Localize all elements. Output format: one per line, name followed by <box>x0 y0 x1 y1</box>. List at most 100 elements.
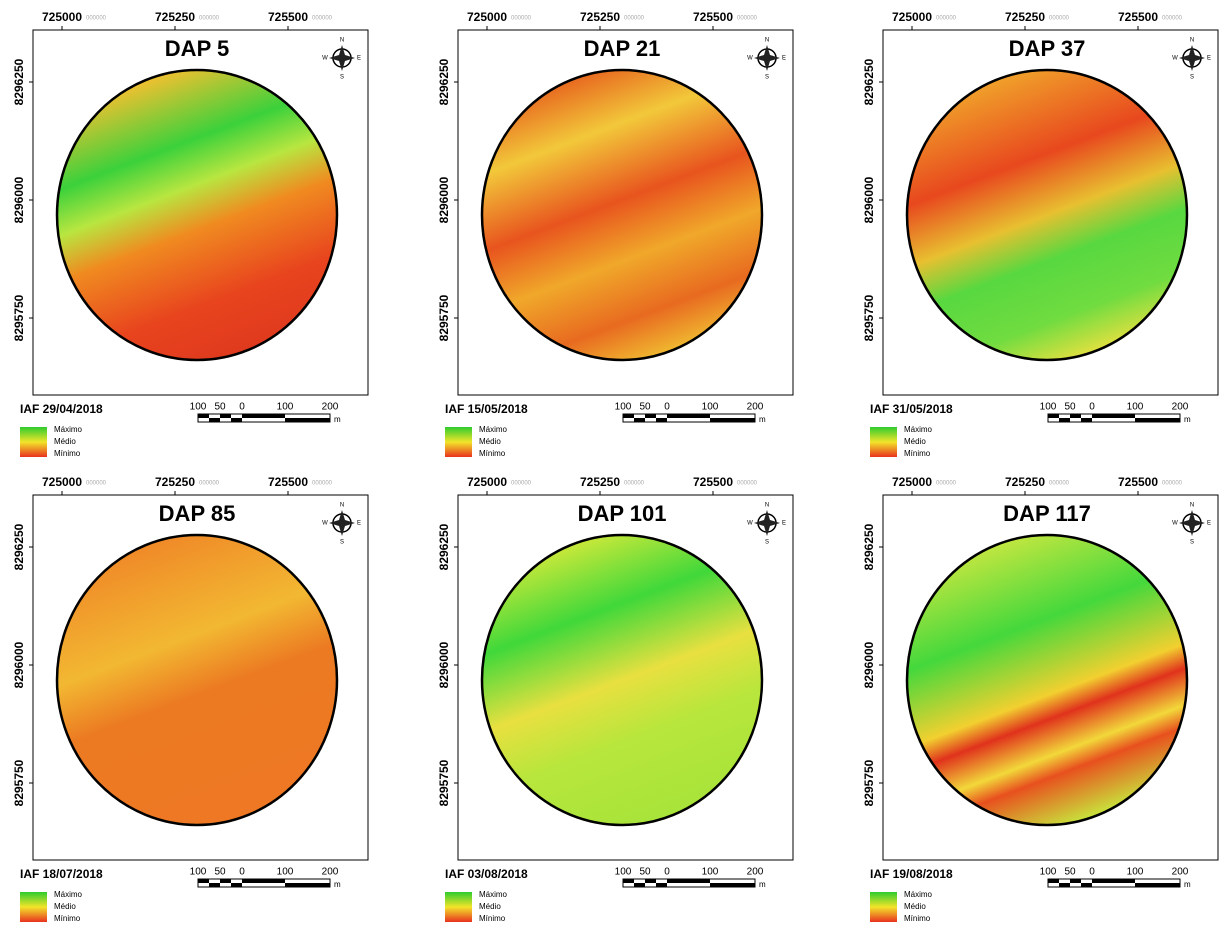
scale-unit: m <box>1184 880 1191 889</box>
north-arrow: N S E W <box>747 503 786 546</box>
scale-segment <box>220 414 231 418</box>
north-arrow: N S E W <box>322 38 361 81</box>
legend-label: Médio <box>904 437 926 446</box>
legend-label: Máximo <box>54 425 83 434</box>
map-date: IAF 29/04/2018 <box>20 402 103 416</box>
lai-map <box>905 533 1189 827</box>
scale-segment <box>1048 414 1059 418</box>
compass-letter: E <box>357 56 361 62</box>
scale-segment <box>645 414 656 418</box>
map-title: DAP 5 <box>165 36 229 61</box>
x-coordinate: 725500 <box>1118 10 1158 24</box>
scale-label: 50 <box>639 402 651 413</box>
scale-label: 50 <box>1064 402 1076 413</box>
y-coordinate: 8296250 <box>862 58 876 105</box>
legend-label: Médio <box>479 437 501 446</box>
scale-segment <box>1059 883 1070 887</box>
scale-segment <box>667 414 710 418</box>
scale-segment <box>242 414 285 418</box>
x-coordinate: 725250 <box>1005 475 1045 489</box>
compass-letter: E <box>782 56 786 62</box>
compass-letter: S <box>1190 75 1194 81</box>
legend-ramp <box>445 892 472 922</box>
scale-segment <box>242 879 285 883</box>
scale-segment <box>231 418 242 422</box>
map-title: DAP 101 <box>578 501 667 526</box>
x-coordinate-suffix: 000000 <box>1049 16 1070 22</box>
legend-ramp <box>20 892 47 922</box>
compass-letter: W <box>322 56 328 62</box>
y-coordinate: 8296250 <box>862 523 876 570</box>
legend-label: Médio <box>54 437 76 446</box>
scale-segment <box>1081 418 1092 422</box>
scale-label: 100 <box>615 867 632 878</box>
compass-letter: W <box>1172 521 1178 527</box>
scale-segment <box>710 418 755 422</box>
scale-segment <box>1070 879 1081 883</box>
scale-label: 0 <box>1089 867 1095 878</box>
scale-label: 200 <box>1172 867 1189 878</box>
compass-letter: E <box>782 521 786 527</box>
map-title: DAP 117 <box>1003 501 1091 526</box>
lai-map <box>480 533 764 827</box>
x-coordinate: 725000 <box>892 10 932 24</box>
legend-ramp <box>870 892 897 922</box>
y-coordinate: 8295750 <box>437 759 451 806</box>
scale-label: 100 <box>1040 402 1057 413</box>
x-coordinate: 725250 <box>155 10 195 24</box>
scale-label: 50 <box>1064 867 1076 878</box>
map-date: IAF 03/08/2018 <box>445 867 528 881</box>
scale-segment <box>1092 414 1135 418</box>
compass-star <box>1179 45 1205 71</box>
x-coordinate-suffix: 000000 <box>936 16 957 22</box>
scale-segment <box>1059 418 1070 422</box>
compass-letter: N <box>1190 38 1194 44</box>
scale-label: 0 <box>664 402 670 413</box>
lai-map <box>55 68 339 362</box>
scale-label: 100 <box>277 867 294 878</box>
scale-label: 100 <box>615 402 632 413</box>
legend-label: Mínimo <box>904 449 931 458</box>
legend-label: Máximo <box>54 890 83 899</box>
legend-ramp <box>20 427 47 457</box>
scale-label: 0 <box>239 867 245 878</box>
x-coordinate: 725000 <box>42 475 82 489</box>
scale-segment <box>1070 414 1081 418</box>
scale-label: 100 <box>277 402 294 413</box>
north-arrow: N S E W <box>1172 38 1211 81</box>
scale-unit: m <box>759 415 766 424</box>
scale-segment <box>1081 883 1092 887</box>
x-coordinate-suffix: 000000 <box>199 481 220 487</box>
scale-unit: m <box>334 880 341 889</box>
legend-label: Mínimo <box>479 449 506 458</box>
scale-segment <box>623 414 634 418</box>
y-coordinate: 8295750 <box>12 759 26 806</box>
scale-segment <box>198 879 209 883</box>
legend-label: Médio <box>54 902 76 911</box>
scale-segment <box>285 883 330 887</box>
x-coordinate: 725250 <box>1005 10 1045 24</box>
map-date: IAF 18/07/2018 <box>20 867 103 881</box>
lai-map <box>55 533 339 827</box>
legend-label: Máximo <box>904 425 933 434</box>
x-coordinate: 725500 <box>268 475 308 489</box>
map-title: DAP 37 <box>1009 36 1086 61</box>
scale-segment <box>1135 418 1180 422</box>
x-coordinate-suffix: 000000 <box>936 481 957 487</box>
legend-label: Máximo <box>479 890 508 899</box>
north-arrow: N S E W <box>747 38 786 81</box>
x-coordinate-suffix: 000000 <box>511 16 532 22</box>
scale-label: 100 <box>702 867 719 878</box>
x-coordinate-suffix: 000000 <box>1049 481 1070 487</box>
y-coordinate: 8296000 <box>862 641 876 688</box>
scale-label: 0 <box>664 867 670 878</box>
scale-unit: m <box>1184 415 1191 424</box>
y-coordinate: 8296000 <box>862 176 876 223</box>
lai-map <box>905 68 1189 362</box>
compass-letter: W <box>1172 56 1178 62</box>
x-coordinate-suffix: 000000 <box>312 481 333 487</box>
